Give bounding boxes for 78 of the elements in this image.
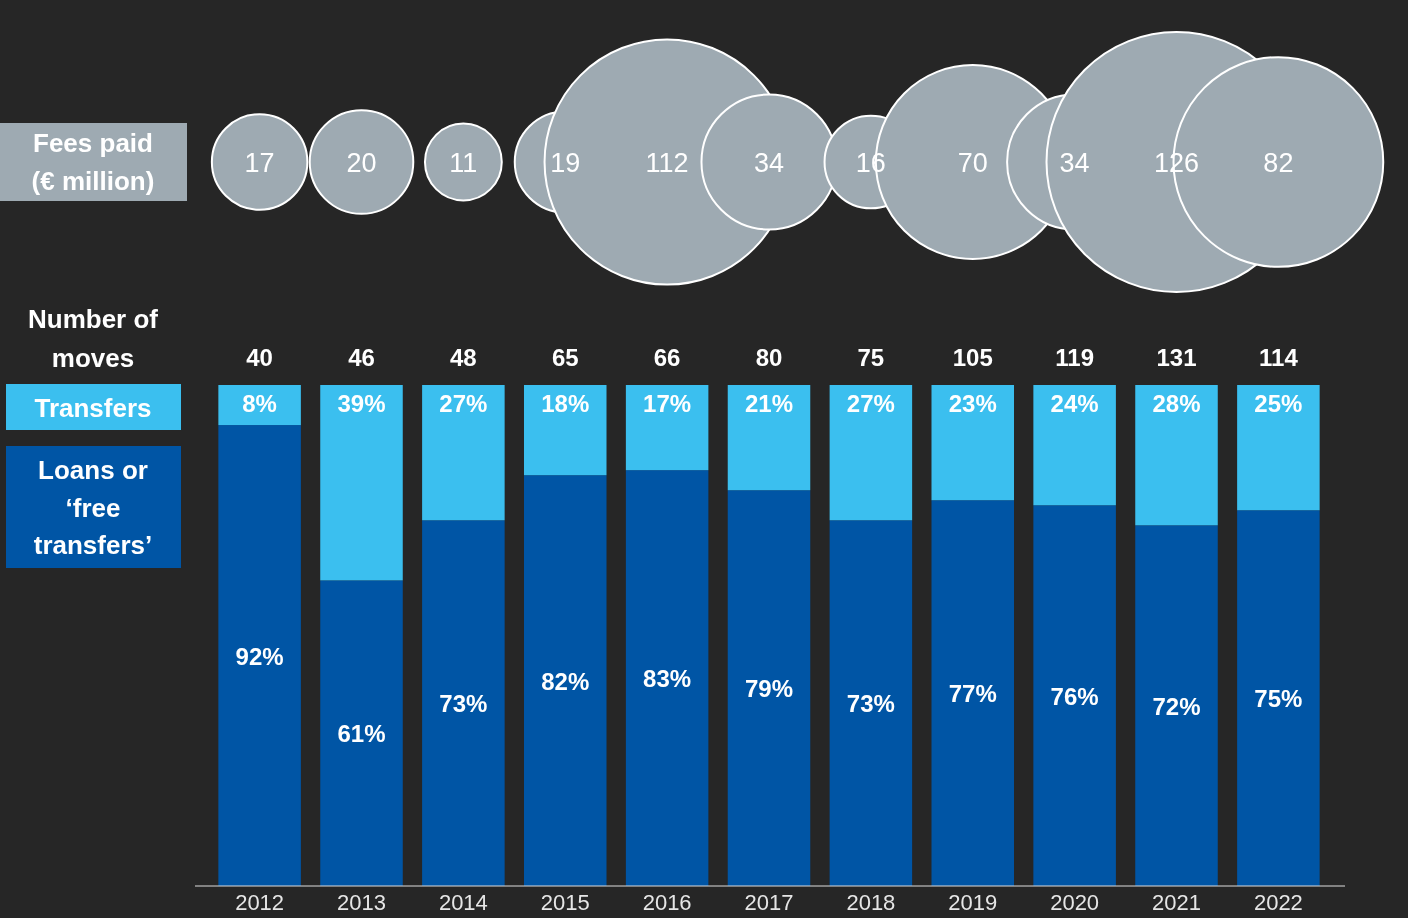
bar <box>829 520 913 886</box>
data-label: 70 <box>957 148 988 178</box>
annotation: 46 <box>348 344 375 371</box>
bar <box>320 385 403 581</box>
annotation: 131 <box>1156 344 1197 371</box>
x-tick-label: 2020 <box>1050 889 1100 915</box>
bar <box>422 520 505 886</box>
data-label: 92% <box>235 642 284 670</box>
bar <box>523 385 607 476</box>
annotation: 66 <box>653 344 681 371</box>
data-label: 73% <box>439 690 488 718</box>
bar <box>625 385 709 471</box>
x-tick-label: 2019 <box>948 889 998 915</box>
data-label: 21% <box>744 390 794 417</box>
text: Loans or ‘free transfers’ <box>33 455 153 561</box>
annotation: 65 <box>551 344 579 371</box>
data-label: 79% <box>744 675 794 703</box>
data-label: 28% <box>1152 390 1201 417</box>
x-tick-label: 2015 <box>540 889 590 915</box>
data-label: 27% <box>439 390 488 417</box>
bar <box>1033 505 1116 886</box>
text: Transfers <box>34 393 152 423</box>
data-label: 72% <box>1152 692 1201 720</box>
data-label: 73% <box>846 690 895 718</box>
bar <box>727 385 811 491</box>
annotation: 80 <box>755 344 783 371</box>
data-label: 27% <box>846 390 895 417</box>
data-label: 76% <box>1050 682 1099 710</box>
x-tick-label: 2012 <box>235 889 285 915</box>
bar <box>422 385 505 521</box>
annotation: 114 <box>1259 344 1299 371</box>
data-label: 23% <box>948 390 997 417</box>
data-label: 18% <box>541 390 590 417</box>
data-label: 75% <box>1254 685 1303 713</box>
bar <box>829 385 913 521</box>
data-label: 83% <box>643 665 692 693</box>
bar <box>1135 385 1218 526</box>
data-label: 61% <box>337 720 386 748</box>
data-label: 77% <box>948 680 997 708</box>
data-label: 24% <box>1050 390 1099 417</box>
bar <box>1237 385 1320 511</box>
x-tick-label: 2018 <box>846 889 896 915</box>
bar <box>931 500 1015 886</box>
annotation: 40 <box>246 344 273 371</box>
data-label: 8% <box>242 390 277 417</box>
data-label: 34 <box>753 148 785 178</box>
annotation: 48 <box>450 344 477 371</box>
x-tick-label: 2022 <box>1253 889 1303 915</box>
data-label: 39% <box>337 390 386 417</box>
bar <box>320 580 403 886</box>
text: Number of moves <box>28 304 159 373</box>
data-label: 34 <box>1059 148 1090 178</box>
text: Fees paid (€ million) <box>31 128 155 196</box>
data-label: 11 <box>449 148 478 178</box>
bar <box>1033 385 1116 506</box>
data-label: 17% <box>643 390 692 417</box>
bar <box>727 490 811 886</box>
bar <box>625 470 709 886</box>
data-label: 82% <box>541 667 590 695</box>
data-label: 112 <box>645 148 689 178</box>
data-label: 20 <box>346 148 377 178</box>
data-label: 19 <box>550 148 581 178</box>
data-label: 25% <box>1254 390 1303 417</box>
data-label: 17 <box>244 148 275 178</box>
x-tick-label: 2013 <box>337 889 386 915</box>
annotation: 75 <box>857 344 885 371</box>
bar <box>1135 525 1218 886</box>
x-tick-label: 2017 <box>744 889 794 915</box>
x-tick-label: 2021 <box>1152 889 1201 915</box>
bar <box>523 475 607 886</box>
x-tick-label: 2014 <box>438 889 488 915</box>
bar <box>218 425 301 886</box>
x-tick-label: 2016 <box>642 889 692 915</box>
annotation: 119 <box>1055 344 1094 371</box>
bar <box>1237 510 1320 886</box>
data-label: 82 <box>1263 148 1294 178</box>
annotation: 105 <box>952 344 993 371</box>
bar <box>931 385 1015 501</box>
